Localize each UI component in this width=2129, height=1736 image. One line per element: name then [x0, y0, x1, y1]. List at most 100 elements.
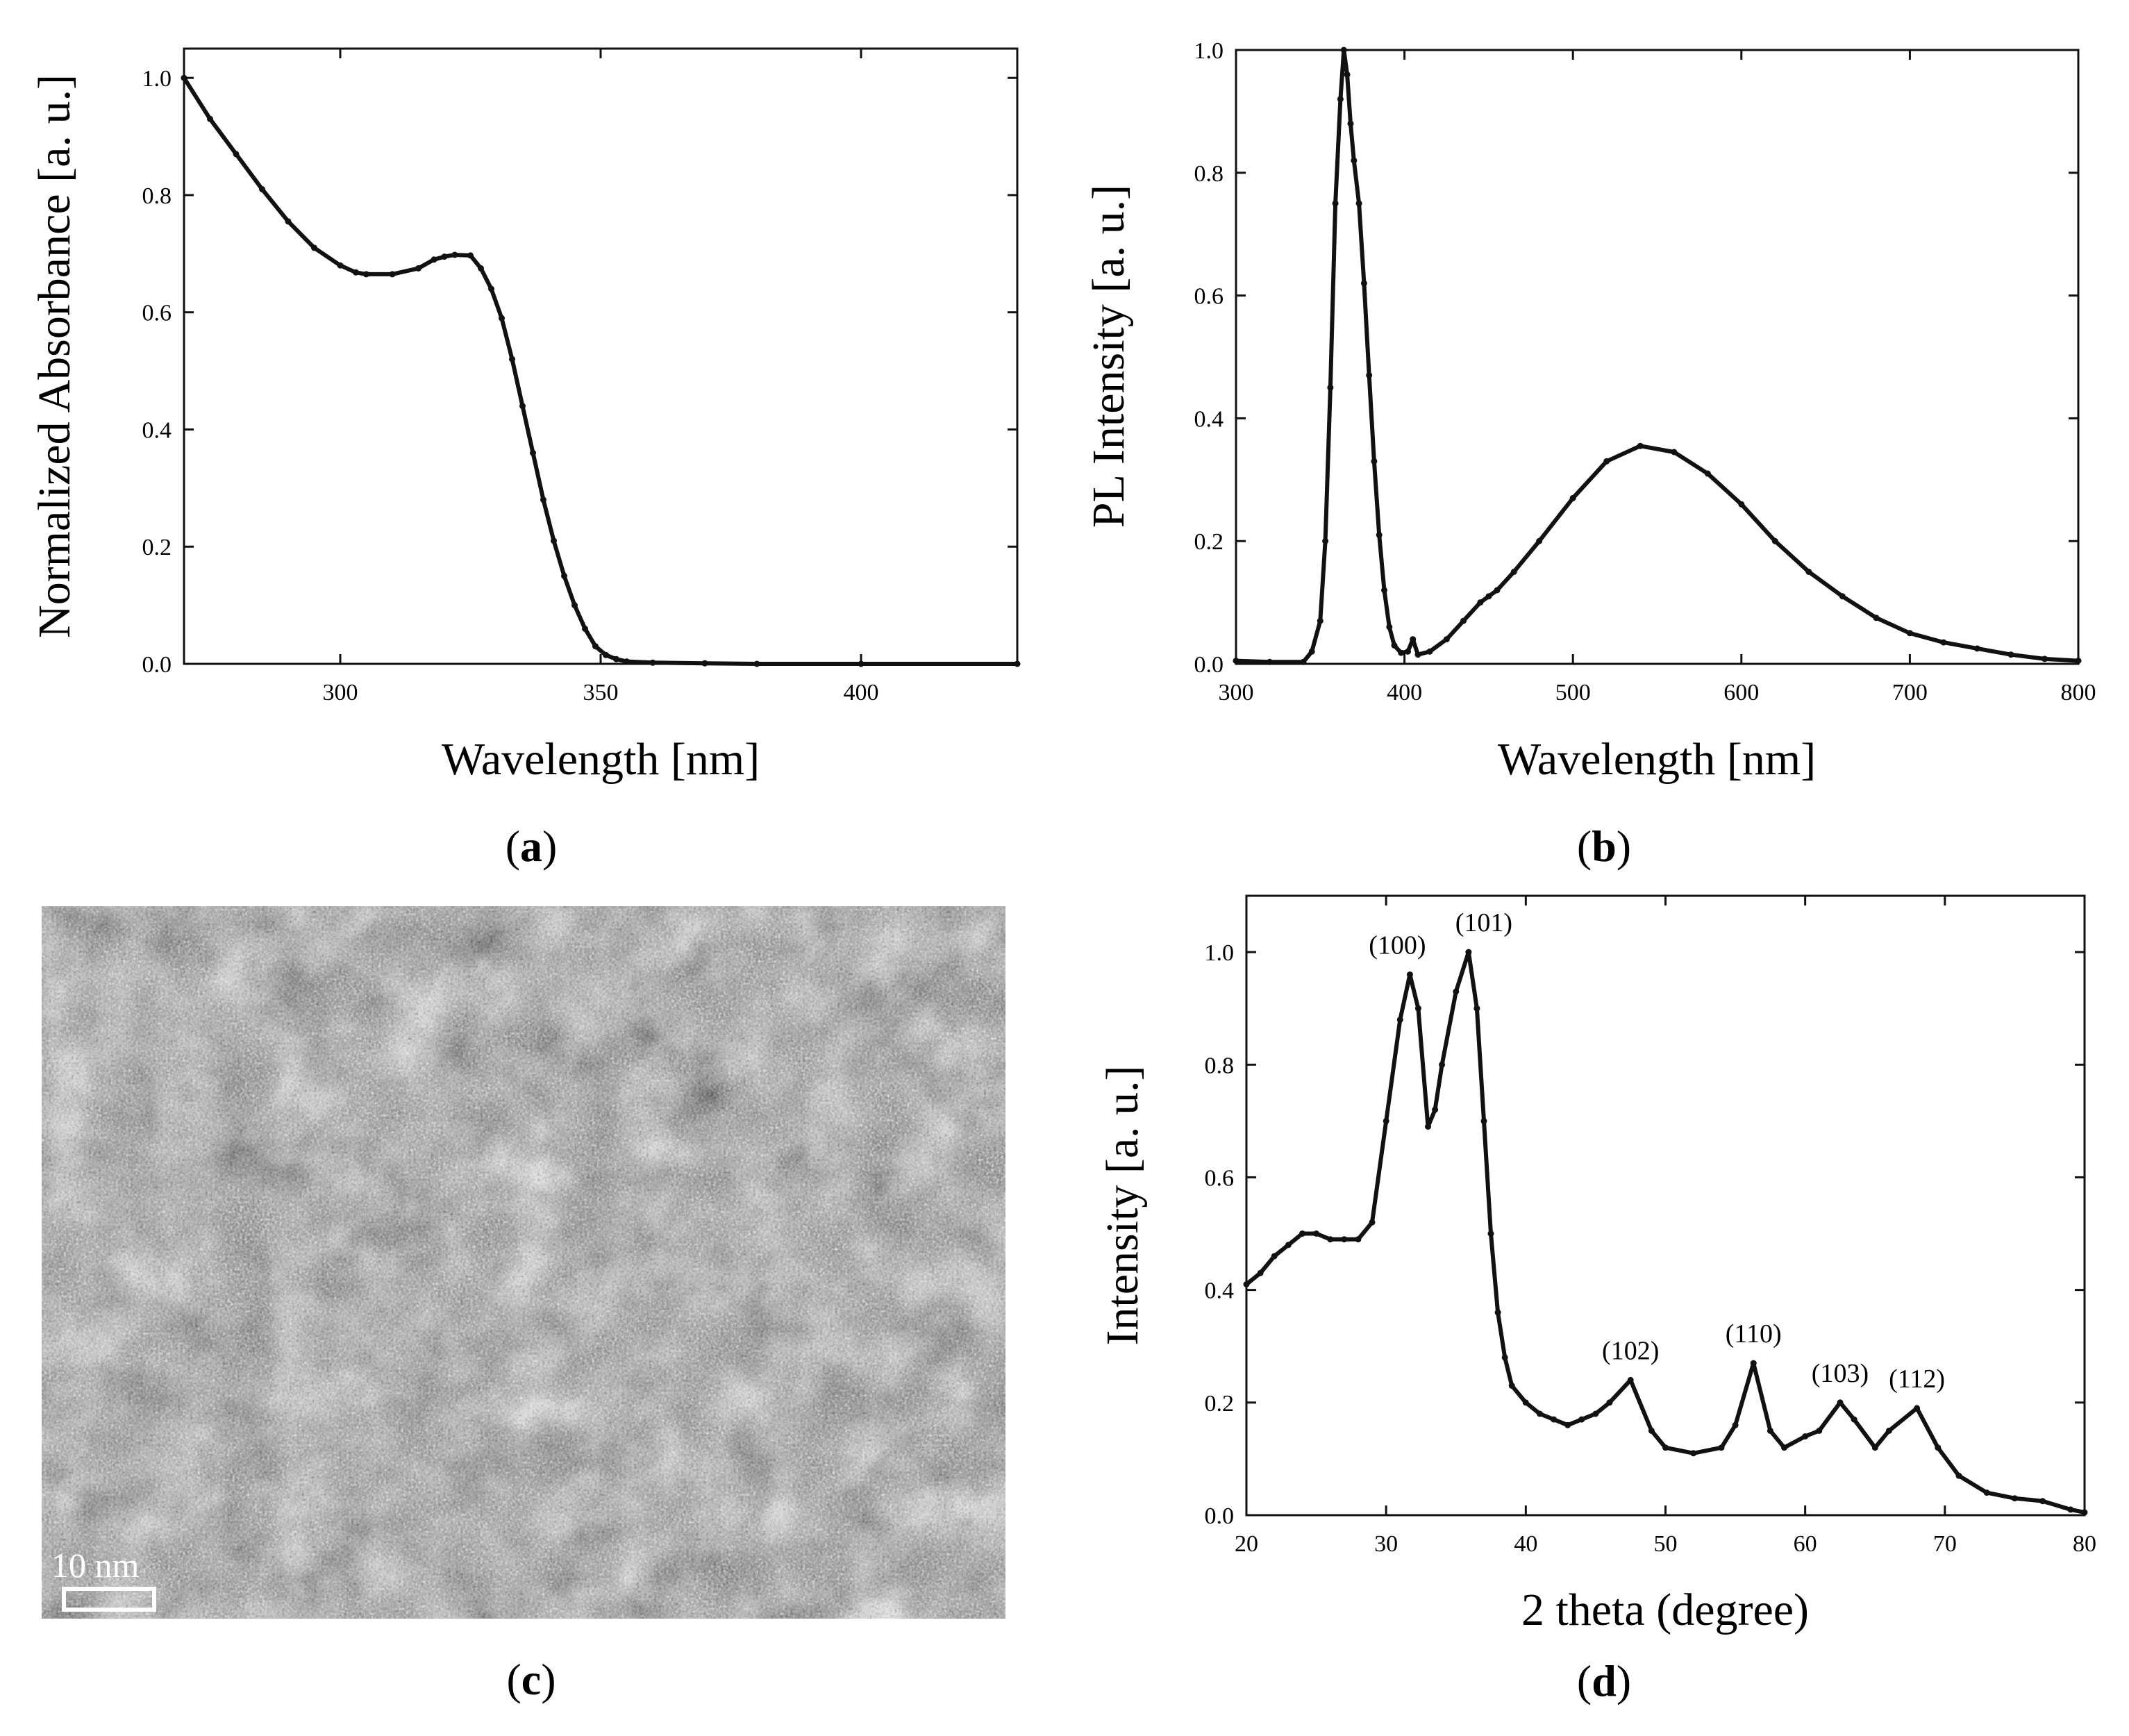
b-x-tick-label: 700 — [1892, 680, 1928, 706]
d-data-point — [1592, 1410, 1599, 1417]
b-data-point — [1347, 120, 1354, 127]
b-x-tick-label: 300 — [1219, 680, 1254, 706]
d-data-point — [1480, 1117, 1487, 1124]
b-data-point — [1771, 537, 1778, 544]
d-peak-label-5: (112) — [1889, 1364, 1945, 1394]
b-x-tick-label: 600 — [1723, 680, 1759, 706]
a-data-point — [592, 643, 599, 650]
panel-a-data-line — [181, 74, 1021, 667]
a-data-point — [311, 244, 317, 251]
d-data-point — [1341, 1236, 1348, 1243]
d-data-point — [1914, 1405, 1921, 1412]
scale-bar-label: 10 nm — [51, 1546, 140, 1585]
panel-a-x-ticks: 300 350 400 — [323, 49, 879, 706]
d-data-point — [1578, 1416, 1585, 1423]
b-data-point — [1637, 442, 1644, 449]
d-peak-label-0: (100) — [1369, 931, 1426, 960]
d-y-tick-label: 0.0 — [1205, 1503, 1235, 1529]
b-y-tick-label: 0.8 — [1194, 161, 1224, 187]
b-data-point — [2042, 656, 2048, 662]
d-data-point — [1494, 1309, 1501, 1316]
tem-micrograph: 10 nm — [42, 906, 1005, 1619]
d-data-point — [1355, 1236, 1362, 1243]
d-data-point — [1802, 1433, 1809, 1439]
b-data-point — [1973, 645, 1980, 652]
b-data-point — [2007, 651, 2014, 658]
a-data-point — [613, 656, 619, 662]
d-data-point — [1837, 1399, 1844, 1406]
d-data-point — [1767, 1427, 1773, 1434]
panel-b-chart: 300 400 500 600 700 800 0.0 0.2 0.4 0.6 0.8 1.0 Wa… — [1083, 38, 2096, 871]
b-data-point — [1405, 648, 1411, 655]
b-data-point — [1510, 568, 1517, 575]
a-data-point — [561, 572, 567, 579]
a-y-tick-label: 0.6 — [142, 301, 172, 326]
panel-c-label: (c) — [506, 1655, 556, 1704]
b-data-point — [1940, 639, 1947, 646]
d-data-point — [1465, 949, 1472, 955]
d-data-point — [1299, 1230, 1305, 1237]
tem-texture: 10 nm — [42, 906, 1005, 1619]
d-x-tick-label: 20 — [1235, 1531, 1258, 1557]
panel-d-x-ticks: 20 30 40 50 60 70 80 — [1235, 896, 2096, 1557]
a-data-point — [478, 265, 484, 272]
panel-d-chart: 20 30 40 50 60 70 80 0.00.20.40.60.81.0 (100)(… — [1097, 894, 2096, 1705]
a-data-point — [571, 602, 578, 609]
d-y-tick-label: 0.4 — [1205, 1278, 1235, 1304]
d-data-point — [1501, 1354, 1508, 1361]
a-x-tick-label: 300 — [323, 680, 358, 706]
a-data-point — [337, 262, 344, 269]
b-data-point — [1308, 648, 1315, 655]
b-y-tick-label: 1.0 — [1194, 38, 1224, 64]
panel-a-label: (a) — [506, 821, 558, 871]
panel-b-x-ticks: 300 400 500 600 700 800 — [1219, 50, 2096, 706]
d-data-point — [1750, 1360, 1757, 1367]
b-data-point — [1337, 96, 1344, 103]
d-data-point — [1432, 1106, 1439, 1113]
a-y-tick-label: 0.8 — [142, 183, 172, 209]
b-data-point — [1704, 470, 1711, 477]
d-data-point — [1627, 1376, 1634, 1383]
a-data-point — [499, 315, 505, 322]
b-data-point — [1443, 636, 1450, 643]
d-data-point — [1935, 1444, 1942, 1451]
panel-d-label: (d) — [1577, 1656, 1631, 1705]
b-data-point — [1398, 649, 1405, 656]
d-data-point — [1885, 1427, 1892, 1434]
a-data-point — [519, 403, 526, 410]
d-data-point — [1781, 1444, 1787, 1451]
d-data-point — [2039, 1498, 2046, 1505]
panel-a-plot-frame — [183, 47, 1019, 665]
b-data-point — [1839, 593, 1846, 600]
panel-c-label-area: (c) — [506, 1655, 556, 1704]
d-y-tick-label: 0.2 — [1205, 1391, 1235, 1417]
d-y-tick-label: 0.6 — [1205, 1165, 1235, 1191]
d-data-point — [1369, 1219, 1376, 1226]
a-data-point — [582, 625, 588, 632]
b-data-point — [1360, 280, 1367, 287]
d-peak-label-2: (102) — [1602, 1336, 1659, 1365]
a-x-tick-label: 350 — [583, 680, 619, 706]
d-data-point — [1396, 1016, 1403, 1023]
b-data-point — [1351, 157, 1358, 164]
d-data-point — [1508, 1383, 1515, 1389]
panel-b-y-ticks: 0.0 0.2 0.4 0.6 0.8 1.0 — [1194, 38, 2078, 678]
d-data-point — [1851, 1416, 1857, 1423]
panel-d-y-axis-title: Intensity [a. u.] — [1097, 1065, 1148, 1345]
a-data-point — [509, 356, 515, 362]
a-data-point — [451, 251, 458, 258]
b-data-point — [1376, 531, 1383, 538]
b-data-point — [1371, 458, 1378, 465]
d-x-tick-label: 60 — [1794, 1531, 1817, 1557]
b-data-point — [1477, 599, 1484, 606]
b-data-point — [1426, 648, 1433, 655]
a-data-point — [353, 269, 359, 276]
a-y-tick-label: 0.2 — [142, 535, 172, 560]
b-data-point — [1494, 587, 1501, 594]
d-data-point — [1257, 1269, 1264, 1276]
a-data-point — [389, 271, 396, 278]
b-data-point — [1322, 537, 1329, 544]
b-data-point — [1738, 501, 1745, 508]
panel-b-x-axis-title: Wavelength [nm] — [1498, 734, 1816, 785]
d-x-tick-label: 80 — [2073, 1531, 2096, 1557]
